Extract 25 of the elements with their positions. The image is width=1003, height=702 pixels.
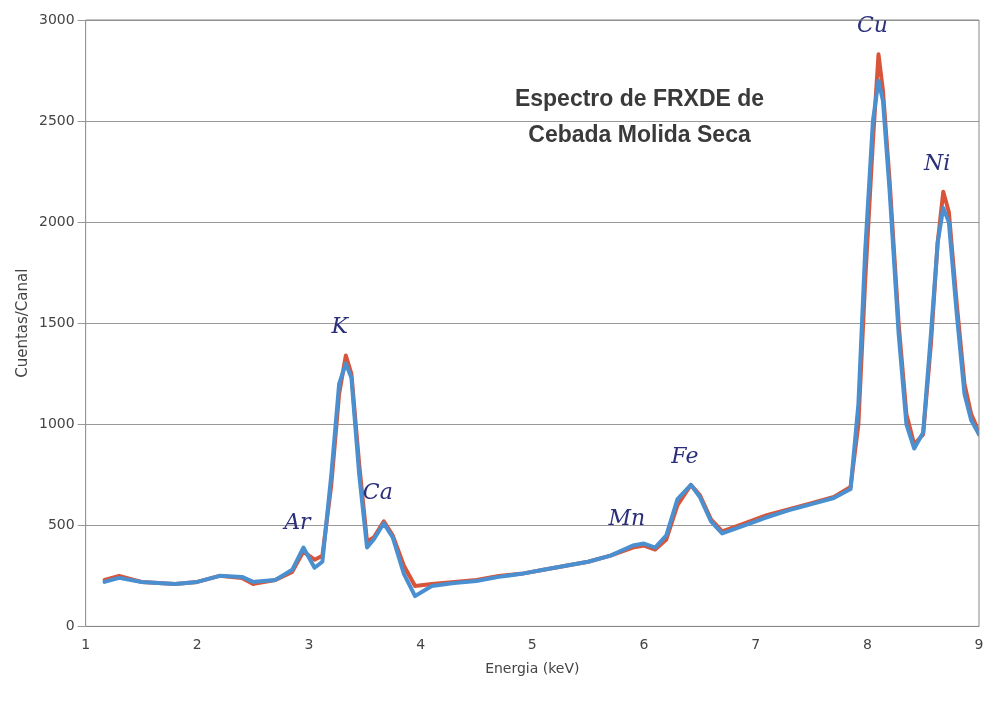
annotation: Ni — [923, 149, 951, 175]
annotation: Ar — [282, 509, 313, 535]
y-tick-label: 2500 — [38, 111, 75, 128]
y-tick-label: 2000 — [38, 212, 75, 229]
annotation: Fe — [670, 442, 699, 468]
y-tick-label: 1500 — [38, 313, 75, 330]
y-tick-label: 0 — [65, 617, 75, 634]
y-tick-label: 500 — [47, 515, 75, 532]
y-tick-label: 3000 — [38, 10, 75, 27]
annotation: Mn — [607, 505, 646, 531]
x-tick-label: 8 — [862, 636, 872, 653]
x-tick-label: 1 — [81, 636, 91, 653]
y-tick-label: 1000 — [38, 414, 75, 431]
annotation: Cu — [856, 12, 888, 38]
x-tick-label: 7 — [751, 636, 761, 653]
x-axis-title: Energia (keV) — [485, 660, 580, 677]
annotation: K — [330, 313, 350, 339]
text: Espectro de FRXDE de Cebada Molida Seca — [514, 85, 765, 148]
x-tick-label: 2 — [192, 636, 202, 653]
x-tick-label: 5 — [527, 636, 537, 653]
x-tick-label: 6 — [639, 636, 649, 653]
x-tick-label: 3 — [304, 636, 314, 653]
x-tick-label: 9 — [974, 636, 984, 653]
y-axis-title: Cuentas/Canal — [12, 268, 31, 378]
x-tick-label: 4 — [416, 636, 426, 653]
